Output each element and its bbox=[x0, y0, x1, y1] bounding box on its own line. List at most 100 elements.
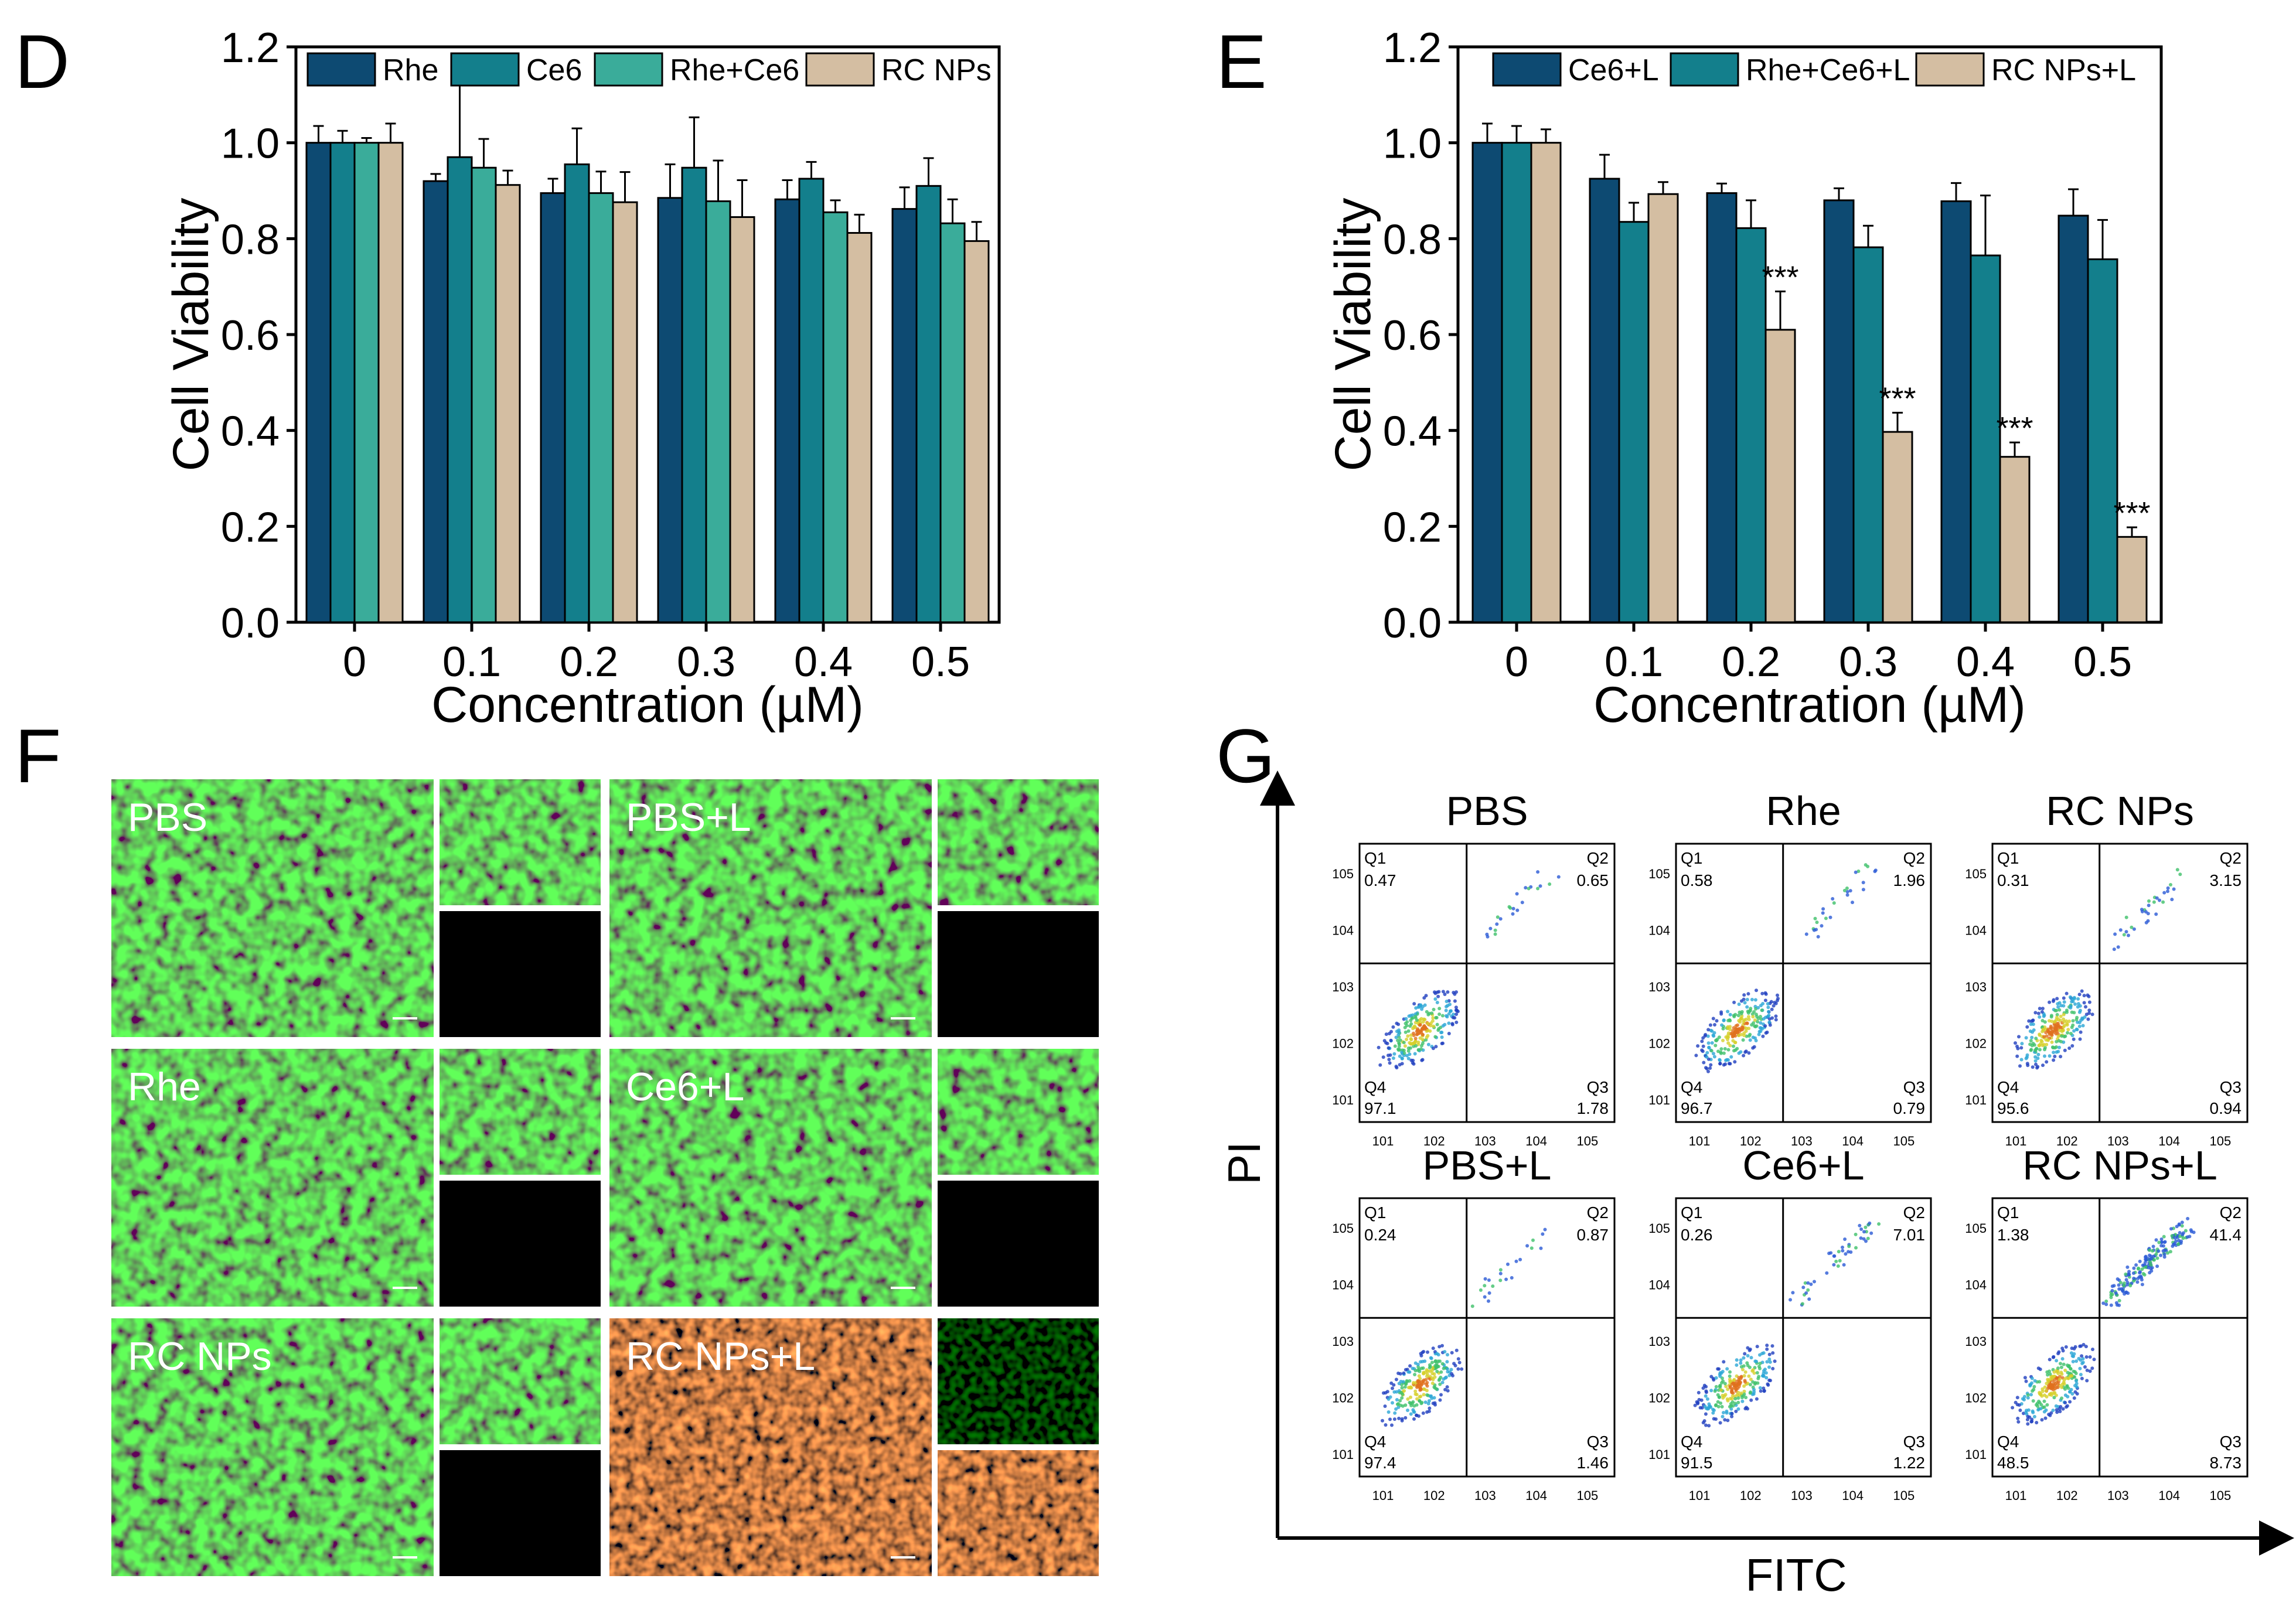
y-tick-label: 105 bbox=[1965, 867, 1987, 881]
y-tick-label: 104 bbox=[1332, 1277, 1354, 1292]
cytometry-point bbox=[1726, 1041, 1730, 1045]
cytometry-point bbox=[2117, 1298, 2121, 1302]
quadrant-value: 7.01 bbox=[1893, 1226, 1926, 1244]
cytometry-point bbox=[2101, 1301, 2106, 1305]
cytometry-point bbox=[1838, 1259, 1842, 1263]
cytometry-point bbox=[1393, 1044, 1397, 1048]
cytometry-point bbox=[1712, 1055, 1716, 1059]
cytometry-point bbox=[1408, 1052, 1412, 1056]
cytometry-point bbox=[2147, 1248, 2151, 1252]
cytometry-point bbox=[2049, 1015, 2053, 1019]
cytometry-point bbox=[2055, 1012, 2059, 1017]
cytometry-point bbox=[1757, 1375, 1761, 1379]
cytometry-point bbox=[1388, 1061, 1392, 1065]
cytometry-point bbox=[2081, 1361, 2085, 1365]
cytometry-point bbox=[2171, 1244, 2175, 1248]
cytometry-point bbox=[1435, 990, 1439, 994]
cytometry-point bbox=[1766, 1014, 1770, 1018]
cytometry-point bbox=[1543, 1227, 1547, 1232]
cytometry-point bbox=[1845, 893, 1849, 897]
y-tick-label: 101 bbox=[1965, 1447, 1987, 1462]
cytometry-point bbox=[2051, 1387, 2055, 1392]
cytometry-point bbox=[1768, 1360, 1772, 1364]
cytometry-point bbox=[1704, 1412, 1708, 1416]
cytometry-point bbox=[2063, 1368, 2067, 1372]
cytometry-point bbox=[2161, 1249, 2165, 1253]
x-tick-label: 104 bbox=[1525, 1488, 1547, 1503]
cytometry-point bbox=[2032, 1387, 2036, 1392]
cytometry-point bbox=[1504, 1277, 1508, 1281]
cytometry-point bbox=[2071, 1019, 2075, 1023]
cytometry-point bbox=[2038, 1032, 2042, 1036]
cytometry-point bbox=[1736, 1390, 1740, 1394]
cytometry-point bbox=[2068, 1400, 2072, 1404]
cytometry-point bbox=[1747, 1374, 1751, 1378]
legend-swatch bbox=[306, 52, 376, 87]
cytometry-point bbox=[2017, 1403, 2021, 1407]
cytometry-point bbox=[1770, 1007, 1774, 1011]
bar bbox=[353, 142, 380, 623]
cytometry-point bbox=[1409, 1385, 1413, 1389]
cytometry-point bbox=[1397, 1028, 1401, 1032]
cytometry-point bbox=[2035, 1066, 2039, 1070]
cytometry-point bbox=[1403, 1385, 1407, 1389]
quadrant-value: 1.96 bbox=[1893, 871, 1926, 889]
inset-top bbox=[938, 779, 1099, 905]
bar bbox=[1647, 193, 1679, 623]
cytometry-point bbox=[1451, 1015, 1455, 1019]
cytometry-point bbox=[2058, 1410, 2062, 1413]
cytometry-point bbox=[2139, 1274, 2143, 1278]
cytometry-point bbox=[1536, 886, 1540, 891]
cytometry-point bbox=[1700, 1039, 1704, 1044]
cytometry-point bbox=[1814, 928, 1818, 932]
cytometry-point bbox=[1416, 1048, 1420, 1052]
cytometry-point bbox=[1736, 1407, 1740, 1411]
cytometry-title: RC NPs+L bbox=[2022, 1143, 2217, 1188]
cytometry-point bbox=[1732, 1379, 1736, 1383]
cytometry-point bbox=[1450, 1022, 1454, 1026]
cytometry-point bbox=[1714, 1376, 1718, 1380]
cytometry-point bbox=[1433, 1035, 1437, 1039]
cytometry-point bbox=[1417, 1374, 1421, 1378]
cytometry-point bbox=[1398, 1054, 1402, 1058]
cytometry-point bbox=[2112, 947, 2116, 952]
cytometry-point bbox=[1415, 1385, 1419, 1389]
cytometry-point bbox=[2060, 1357, 2065, 1361]
y-tick-label: 1.0 bbox=[1383, 121, 1442, 168]
cytometry-point bbox=[1821, 907, 1825, 911]
cytometry-point bbox=[1743, 1352, 1747, 1356]
x-tick-label: 104 bbox=[1525, 1134, 1547, 1148]
cytometry-point bbox=[1407, 1014, 1411, 1018]
bar bbox=[1589, 178, 1620, 623]
cytometry-point bbox=[2032, 1028, 2036, 1032]
cytometry-point bbox=[1414, 1006, 1418, 1010]
cytometry-point bbox=[2062, 996, 2066, 1000]
cytometry-point bbox=[1423, 1400, 1428, 1404]
cytometry-point bbox=[1728, 1380, 1732, 1384]
quadrant-value: 0.87 bbox=[1577, 1226, 1609, 1244]
cytometry-point bbox=[1730, 1414, 1734, 1419]
bar bbox=[329, 142, 356, 623]
cytometry-point bbox=[1708, 1023, 1712, 1027]
legend-label: RC NPs+L bbox=[1991, 53, 2136, 87]
cytometry-point bbox=[2053, 1008, 2057, 1012]
cytometry-point bbox=[2124, 1278, 2128, 1282]
cytometry-point bbox=[1422, 1387, 1426, 1392]
cytometry-point bbox=[1435, 1352, 1439, 1356]
cytometry-point bbox=[2040, 1389, 2045, 1393]
x-tick-label: 105 bbox=[1893, 1134, 1915, 1148]
cytometry-point bbox=[1701, 1386, 1705, 1390]
cytometry-point bbox=[1804, 932, 1808, 936]
y-tick-label: 0.2 bbox=[1383, 504, 1442, 551]
cytometry-point bbox=[2037, 1044, 2041, 1048]
cytometry-point bbox=[2055, 997, 2059, 1001]
cytometry-point bbox=[2052, 1355, 2056, 1359]
micrograph-main bbox=[111, 779, 434, 1037]
quadrant-value: 1.22 bbox=[1893, 1454, 1926, 1472]
cytometry-point bbox=[2109, 1303, 2113, 1307]
cytometry-point bbox=[1431, 1016, 1435, 1020]
cytometry-point bbox=[2069, 1006, 2073, 1010]
cytometry-point bbox=[1864, 863, 1868, 867]
cytometry-point bbox=[2067, 1019, 2071, 1023]
cytometry-point bbox=[1813, 916, 1817, 920]
